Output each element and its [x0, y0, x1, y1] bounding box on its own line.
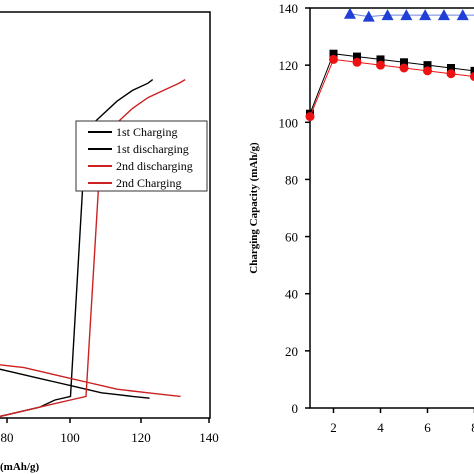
left-plot-frame [0, 11, 211, 419]
legend-entry: 1st Charging [116, 125, 177, 139]
left-series-line [0, 78, 186, 418]
right-series-group [305, 7, 474, 122]
right-y-tick-label: 60 [285, 230, 298, 245]
left-x-tick-label: 100 [60, 430, 80, 445]
right-data-point [343, 7, 356, 19]
right-data-point [470, 66, 474, 75]
right-x-tick-label: 2 [330, 420, 337, 435]
right-y-tick-label: 80 [285, 172, 298, 187]
right-data-point [400, 58, 408, 67]
right-x-tick-label: 4 [377, 420, 384, 435]
right-plot-frame [309, 7, 474, 409]
right-data-point [456, 9, 469, 21]
right-x-tick-label: 8 [471, 420, 474, 435]
left-chart: 80 100 120 140 (mAh/g) 1st Charging 1st … [0, 11, 219, 473]
left-x-tick-label: 140 [199, 430, 219, 445]
right-data-point [362, 10, 375, 22]
right-y-tick-label: 100 [279, 115, 299, 130]
legend-entry: 1st discharging [116, 142, 189, 156]
right-y-tick-label: 120 [279, 58, 299, 73]
right-data-point [376, 55, 385, 64]
right-data-point [381, 9, 394, 21]
right-data-point [419, 9, 432, 21]
right-data-point [446, 69, 456, 79]
left-series-line [0, 364, 181, 398]
right-data-point [437, 9, 450, 21]
right-data-point [352, 57, 362, 67]
right-data-point [423, 61, 432, 70]
legend-box [75, 120, 208, 192]
right-y-tick-label: 0 [292, 401, 299, 416]
left-series-group [0, 78, 186, 418]
left-x-ticks [6, 418, 210, 423]
right-y-tick-label: 40 [285, 287, 298, 302]
right-data-point [329, 49, 338, 58]
right-data-point [305, 112, 315, 122]
right-data-point [470, 72, 474, 82]
right-y-axis-label: Charging Capacity (mAh/g) [248, 142, 260, 274]
right-chart: 0 20 40 60 80 100 120 140 2 4 6 8 Charging Capacity… [248, 1, 474, 435]
right-data-point [353, 52, 361, 61]
right-data-point [399, 63, 409, 73]
legend-entry: 2nd Charging [116, 176, 181, 190]
right-x-tick-label: 6 [424, 420, 431, 435]
right-y-tick-label: 140 [279, 1, 299, 16]
right-y-tick-label: 20 [285, 344, 298, 359]
right-data-point [423, 66, 432, 76]
legend-entry: 2nd discharging [116, 159, 193, 173]
left-x-axis-label: (mAh/g) [0, 461, 39, 473]
right-data-point [400, 9, 413, 21]
left-series-line [0, 368, 150, 399]
right-ticks: 0 20 40 60 80 100 120 140 2 4 6 8 [279, 1, 474, 435]
left-x-tick-label: 80 [1, 430, 14, 445]
left-x-tick-label: 120 [131, 430, 151, 445]
right-data-point [329, 54, 338, 64]
right-data-point [447, 64, 455, 72]
legend: 1st Charging 1st discharging 2nd dischar… [75, 120, 208, 192]
right-data-point [376, 60, 385, 70]
